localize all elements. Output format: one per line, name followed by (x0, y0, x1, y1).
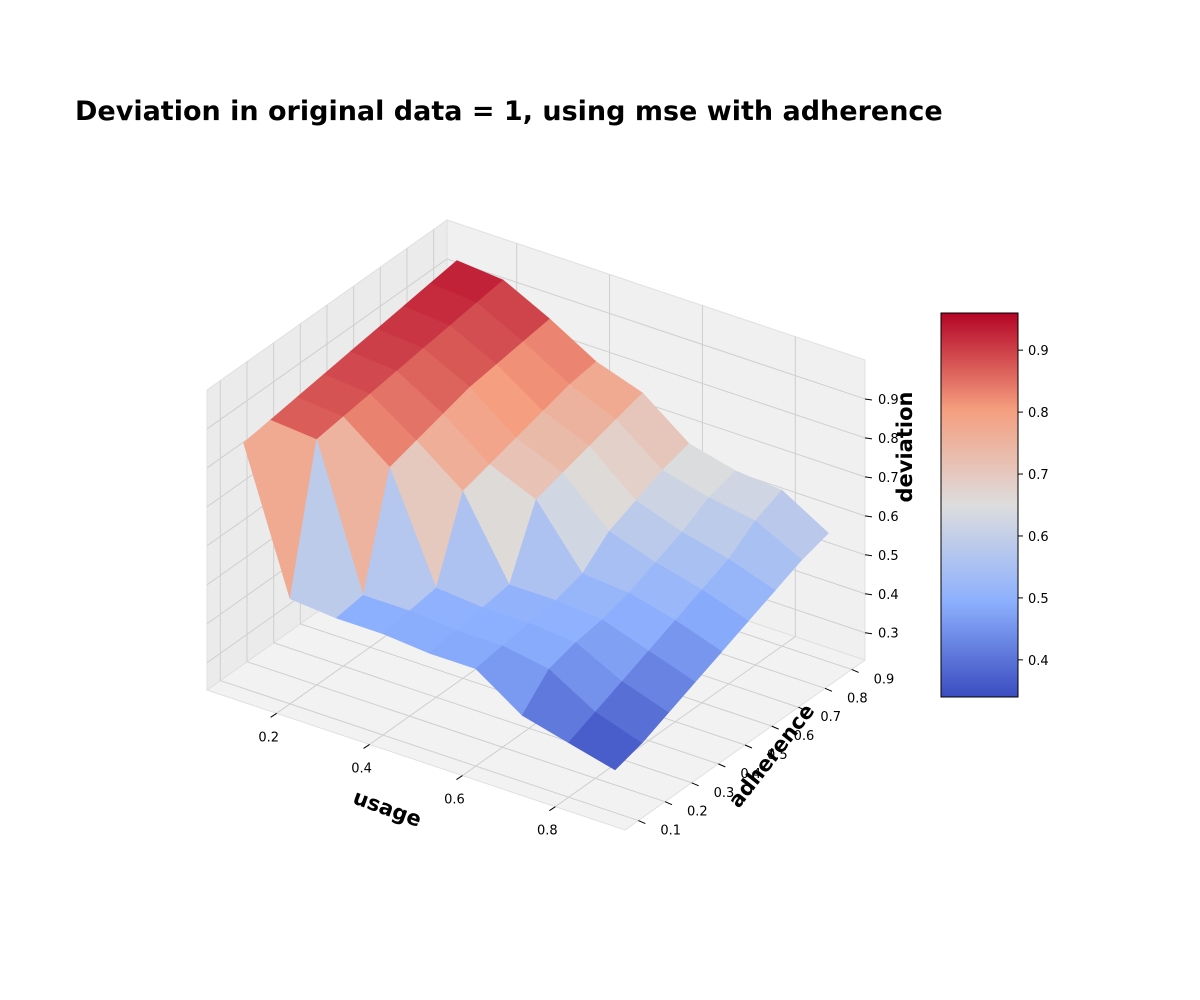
z-tick-label: 0.3 (878, 627, 899, 642)
colorbar-tick-label: 0.7 (1028, 468, 1049, 483)
x-tick-label: 0.8 (537, 824, 558, 839)
x-tick (456, 775, 463, 780)
grid-line (206, 258, 448, 430)
z-tick (864, 476, 873, 479)
y-tick (744, 744, 753, 749)
z-tick (864, 593, 873, 596)
x-tick (363, 744, 370, 749)
y-tick-label: 0.7 (820, 710, 841, 725)
z-tick-label: 0.7 (878, 471, 899, 486)
z-tick-label: 0.4 (878, 588, 899, 603)
z-tick-label: 0.9 (878, 393, 899, 408)
y-tick (664, 801, 673, 806)
z-tick (864, 554, 873, 557)
surface-patch (568, 711, 643, 771)
grid-line (246, 661, 666, 803)
y-tick (691, 782, 699, 787)
z-tick (864, 632, 873, 635)
z-tick-label: 0.5 (878, 549, 899, 564)
y-tick (771, 725, 779, 730)
z-tick (864, 398, 873, 401)
grid-line (446, 258, 866, 400)
y-tick-label: 0.2 (687, 805, 708, 820)
colorbar-tick-label: 0.4 (1028, 654, 1049, 669)
y-tick (798, 706, 806, 711)
z-tick-label: 0.6 (878, 510, 899, 525)
x-tick (270, 712, 277, 718)
x-axis-label: usage (350, 785, 425, 832)
x-tick-label: 0.2 (258, 730, 279, 745)
y-tick-label: 0.8 (847, 691, 868, 706)
x-tick (549, 806, 556, 812)
z-tick (864, 437, 873, 440)
colorbar-tick-label: 0.6 (1028, 530, 1049, 545)
grid-line (220, 680, 639, 822)
colorbar: 0.4 0.5 0.6 0.7 0.8 0.9 (940, 312, 1049, 698)
colorbar-bar (940, 312, 1019, 698)
z-tick-label: 0.8 (878, 432, 899, 447)
colorbar-tick-label: 0.8 (1028, 406, 1049, 421)
y-tick-label: 0.1 (660, 824, 681, 839)
x-tick-label: 0.4 (351, 761, 372, 776)
y-tick-label: 0.3 (714, 786, 735, 801)
surface (243, 260, 829, 771)
chart-title: Deviation in original data = 1, using ms… (75, 96, 943, 127)
y-tick-label: 0.9 (874, 672, 895, 687)
x-tick-label: 0.6 (444, 793, 465, 808)
y-tick (851, 668, 859, 673)
y-tick (718, 763, 726, 768)
y-tick (824, 687, 833, 692)
z-axis-label: deviation (893, 392, 917, 503)
y-tick-label: 0.5 (767, 748, 788, 763)
y-tick-label: 0.4 (740, 767, 761, 782)
colorbar-tick-label: 0.5 (1028, 592, 1049, 607)
z-tick (864, 515, 873, 518)
colorbar-tick-label: 0.9 (1028, 344, 1049, 359)
y-tick-label: 0.6 (794, 729, 815, 744)
axis-ticks: 0.2 0.4 0.6 0.8 0.1 0.2 0.3 0.4 0.5 0.6 0.7 0.8 0.9 0… (258, 393, 898, 839)
y-tick (638, 820, 646, 825)
